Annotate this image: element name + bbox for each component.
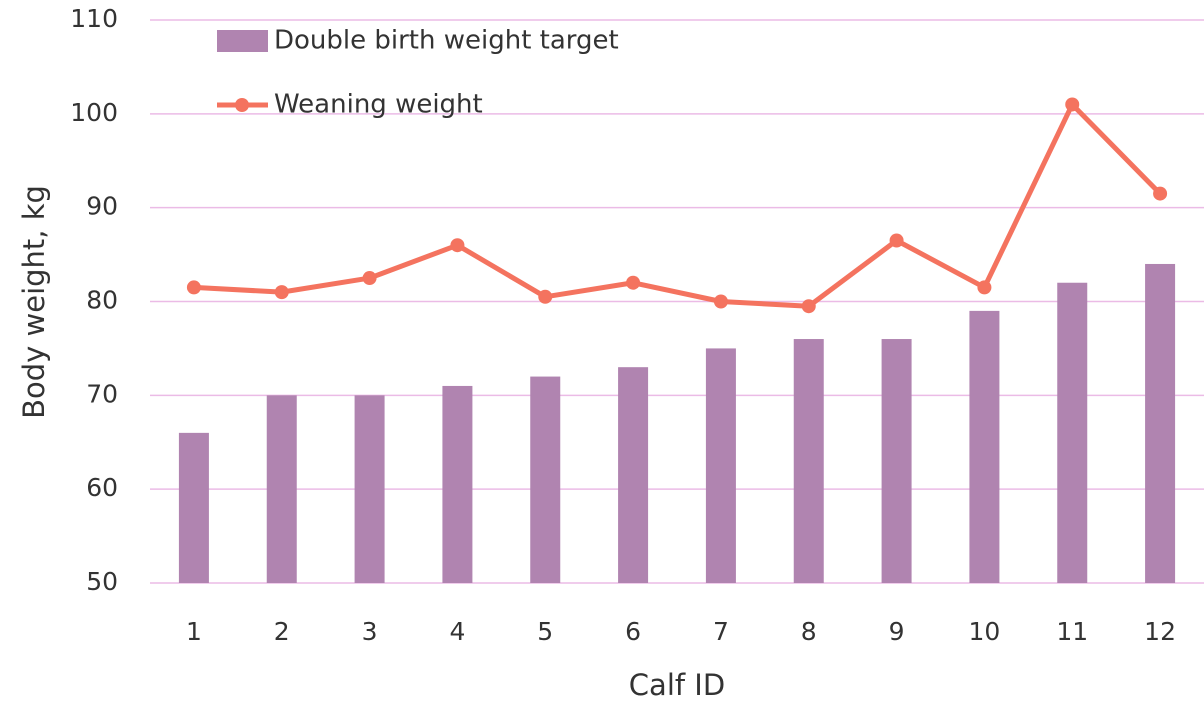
x-tick-label: 10 [969,617,1001,646]
y-tick-label: 70 [86,379,118,408]
marker [362,271,377,286]
bar [530,376,561,583]
marker [801,299,816,314]
y-tick-label: 90 [86,192,118,221]
y-tick-label: 100 [70,98,118,127]
marker [889,233,904,248]
bar [178,432,209,583]
x-tick-label: 2 [274,617,290,646]
x-axis-label: Calf ID [629,668,725,702]
line [193,101,1162,309]
bar [1145,263,1176,583]
legend-swatch [235,98,249,112]
legend-swatch [217,30,268,52]
bar [618,367,649,583]
bar [442,385,473,583]
y-tick-label: 60 [86,473,118,502]
x-tick-label: 5 [537,617,553,646]
y-tick-label: 50 [86,567,118,596]
marker [713,294,728,309]
bar [266,395,297,583]
marker [274,285,289,300]
y-tick-label: 80 [86,286,118,315]
y-axis-label: Body weight, kg [17,185,51,419]
marker [1153,186,1168,201]
legend-label: Weaning weight [274,90,483,120]
bar [969,310,1000,583]
bar [354,395,385,583]
bar [1057,282,1088,583]
y-tick-label: 110 [70,4,118,33]
bar [881,339,912,583]
marker [450,238,465,253]
x-tick-label: 7 [713,617,729,646]
x-tick-label: 1 [186,617,202,646]
bar [705,348,736,583]
marker [977,280,992,295]
x-tick-label: 9 [889,617,905,646]
marker [626,275,641,290]
marker [538,289,553,304]
bar [793,339,824,583]
marker [1065,97,1080,112]
x-tick-label: 4 [449,617,465,646]
legend-label: Double birth weight target [274,26,619,56]
marker [186,280,201,295]
x-tick-label: 12 [1144,617,1176,646]
x-tick-label: 8 [801,617,817,646]
x-tick-label: 3 [362,617,378,646]
x-tick-label: 11 [1056,617,1088,646]
x-tick-label: 6 [625,617,641,646]
